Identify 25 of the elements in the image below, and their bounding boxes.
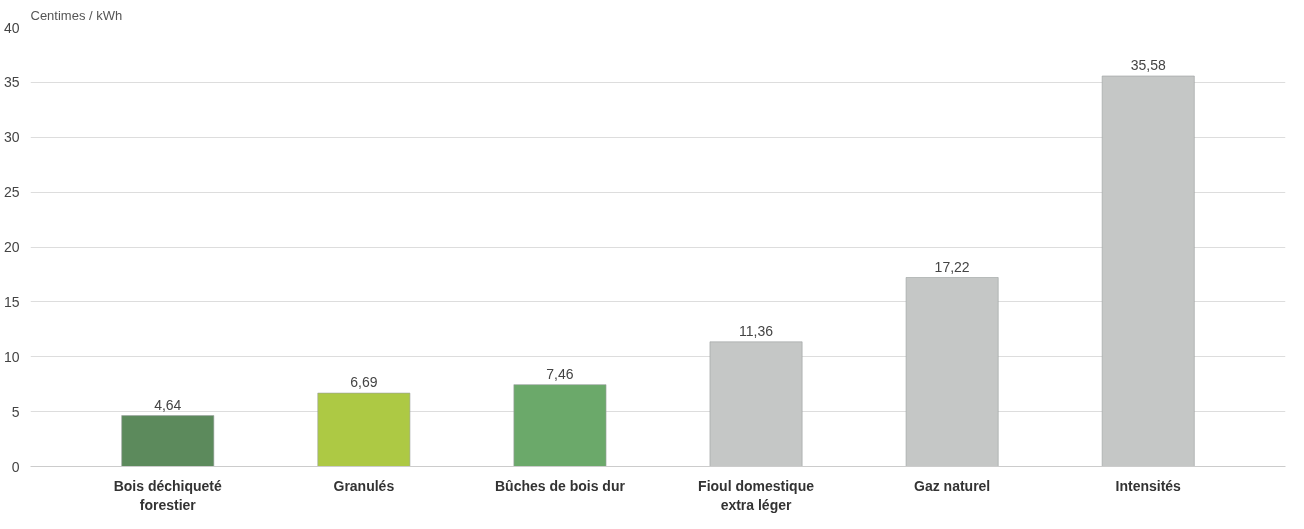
data-label: 11,36 [739, 322, 774, 339]
data-label: 6,69 [350, 374, 378, 391]
bar [513, 384, 607, 467]
data-label: 7,46 [546, 365, 574, 382]
x-tick-label: Fioul domestique extra léger [698, 477, 815, 513]
x-tick-label: Bûches de bois dur [495, 477, 626, 494]
y-axis-title: Centimes / kWh [30, 7, 123, 23]
y-tick-label: 35 [3, 74, 20, 91]
bar [121, 415, 215, 467]
x-tick-label: Bois déchiqueté forestier [113, 477, 223, 513]
x-tick-label: Granulés [333, 477, 395, 494]
x-tick-label: Gaz naturel [914, 477, 991, 494]
y-tick-label: 30 [3, 129, 20, 146]
y-tick-label: 5 [11, 403, 20, 420]
y-tick-label: 0 [11, 458, 20, 475]
data-label: 4,64 [154, 396, 182, 413]
y-tick-label: 10 [3, 348, 20, 365]
bar [317, 392, 411, 467]
y-tick-label: 40 [3, 19, 20, 36]
y-tick-label: 15 [3, 293, 20, 310]
data-label: 17,22 [934, 258, 970, 275]
y-tick-label: 25 [3, 184, 20, 201]
y-tick-label: 20 [3, 239, 20, 255]
x-tick-label: Intensités [1115, 477, 1182, 494]
data-label: 35,58 [1130, 57, 1166, 74]
